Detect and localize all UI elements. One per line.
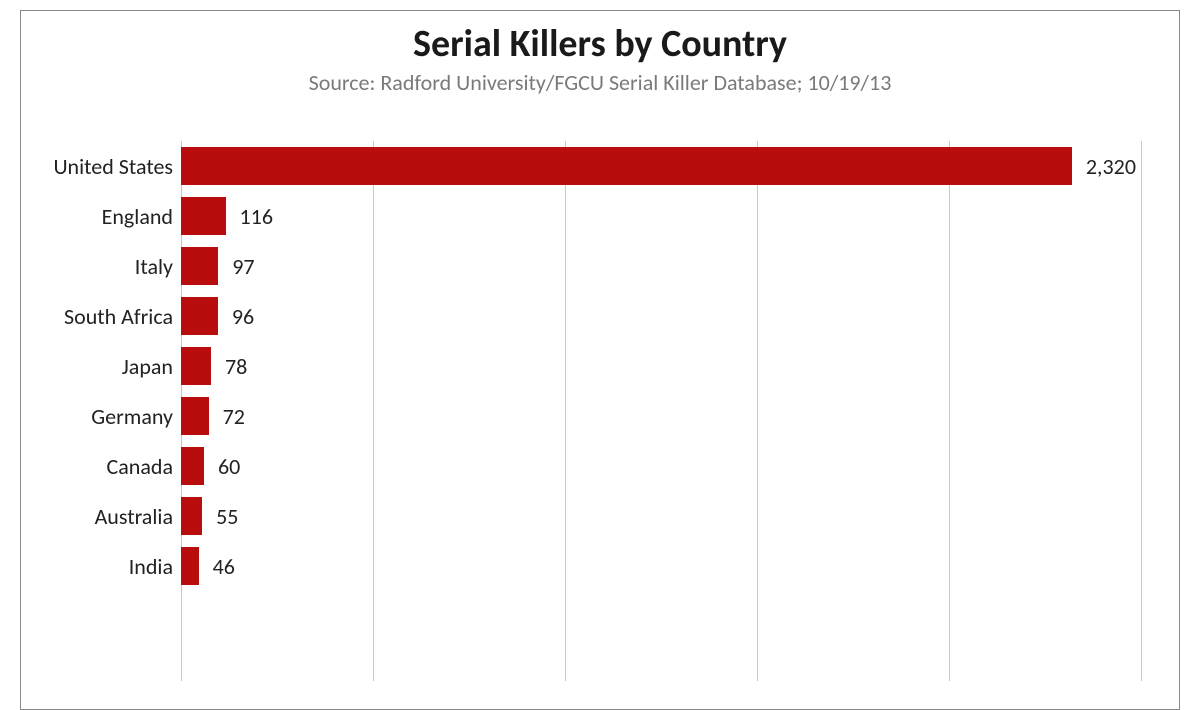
bar-row: India46: [181, 541, 1141, 591]
value-label: 2,320: [1086, 153, 1136, 180]
bars-container: United States2,320England116Italy97South…: [181, 141, 1141, 591]
bar: [181, 447, 204, 485]
category-label: South Africa: [64, 303, 173, 330]
bar: [181, 297, 218, 335]
plot-area: United States2,320England116Italy97South…: [181, 141, 1141, 681]
bar-row: Italy97: [181, 241, 1141, 291]
category-label: Japan: [122, 353, 173, 380]
bar: [181, 197, 226, 235]
grid-line: [1141, 141, 1142, 681]
value-label: 78: [225, 353, 247, 380]
bar-row: Canada60: [181, 441, 1141, 491]
bar: [181, 497, 202, 535]
value-label: 55: [216, 503, 238, 530]
bar: [181, 397, 209, 435]
chart-subtitle: Source: Radford University/FGCU Serial K…: [21, 69, 1179, 96]
chart-frame: Serial Killers by Country Source: Radfor…: [20, 10, 1180, 710]
bar-row: South Africa96: [181, 291, 1141, 341]
bar-row: Japan78: [181, 341, 1141, 391]
value-label: 46: [213, 553, 235, 580]
value-label: 60: [218, 453, 240, 480]
bar-row: Germany72: [181, 391, 1141, 441]
category-label: Germany: [91, 403, 173, 430]
category-label: Australia: [95, 503, 173, 530]
category-label: Canada: [107, 453, 173, 480]
bar-row: Australia55: [181, 491, 1141, 541]
value-label: 96: [232, 303, 254, 330]
category-label: United States: [53, 153, 173, 180]
bar-row: United States2,320: [181, 141, 1141, 191]
chart-title: Serial Killers by Country: [21, 21, 1179, 67]
bar: [181, 247, 218, 285]
value-label: 72: [223, 403, 245, 430]
value-label: 116: [240, 203, 273, 230]
value-label: 97: [232, 253, 254, 280]
bar: [181, 147, 1072, 185]
category-label: Italy: [135, 253, 173, 280]
category-label: England: [102, 203, 173, 230]
bar: [181, 547, 199, 585]
bar-row: England116: [181, 191, 1141, 241]
bar: [181, 347, 211, 385]
category-label: India: [129, 553, 173, 580]
